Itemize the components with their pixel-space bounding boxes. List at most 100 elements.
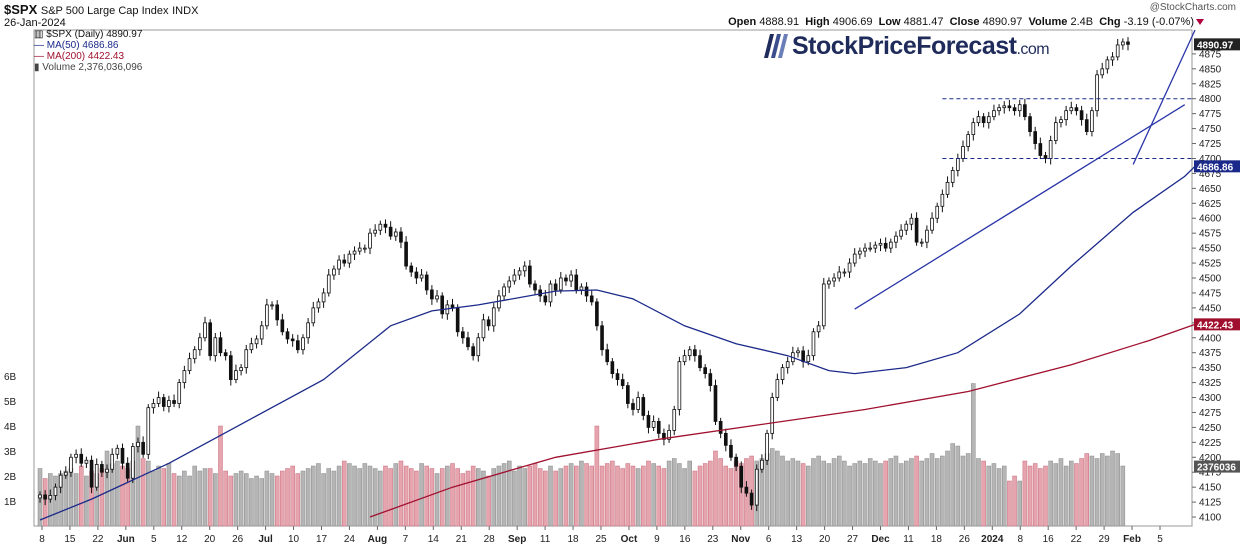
volume-bar	[166, 463, 172, 527]
volume-bar	[1115, 453, 1120, 527]
ma200-price-tag: 4422.43	[1197, 320, 1234, 331]
volume-bar	[981, 460, 986, 527]
volume-bar	[898, 463, 904, 527]
y-tick-label: 4125	[1199, 498, 1222, 509]
candle-body	[718, 421, 723, 434]
candle-body	[455, 307, 460, 333]
candle-body	[373, 229, 377, 234]
legend-ma50: — MA(50) 4686.86	[34, 40, 119, 51]
volume-bar	[378, 470, 383, 527]
volume-bar	[161, 468, 167, 527]
y-tick-label: 4375	[1199, 348, 1222, 359]
candle-body	[326, 274, 331, 294]
candle-body	[770, 397, 775, 434]
candle-body	[1110, 56, 1115, 61]
volume-bar	[543, 470, 548, 527]
candle-body	[383, 223, 388, 228]
candle-body	[115, 447, 120, 455]
volume-bar	[821, 460, 827, 527]
close-label: Close	[949, 16, 980, 28]
volume-bar	[635, 468, 641, 527]
copyright: @StockCharts.com	[1149, 2, 1236, 13]
candle-body	[48, 495, 53, 500]
volume-bar	[522, 468, 527, 527]
volume-bar	[996, 468, 1002, 527]
y-tick-label: 4625	[1199, 199, 1222, 210]
candle-body	[827, 280, 831, 285]
candle-body	[321, 292, 326, 303]
x-tick-label: 22	[1071, 534, 1083, 545]
x-tick-label: Sep	[508, 534, 526, 545]
candle-body	[631, 403, 635, 410]
candle-body	[125, 462, 130, 479]
volume-bar	[965, 453, 971, 527]
candle-body	[1079, 110, 1084, 121]
candle-body	[38, 494, 42, 499]
volume-bar	[1084, 453, 1090, 527]
x-tick-label: 9	[654, 534, 660, 545]
candle-body	[414, 271, 419, 279]
volume-bar	[718, 458, 723, 527]
volume-bar	[548, 465, 553, 527]
volume-bar	[243, 473, 249, 527]
x-tick-label: Oct	[621, 534, 638, 545]
x-tick-label: 21	[456, 534, 468, 545]
candle-body	[167, 400, 171, 407]
volume-bar	[223, 470, 228, 527]
volume-bar	[476, 468, 481, 527]
trendline-lower	[854, 104, 1186, 310]
volume-bar	[264, 470, 270, 527]
volume-bar	[615, 465, 620, 527]
candle-body	[873, 244, 878, 249]
y-tick-label: 4550	[1199, 244, 1222, 255]
candle-body	[316, 301, 321, 309]
candle-body	[347, 253, 352, 264]
x-tick-label: 27	[847, 534, 859, 545]
volume-bar	[414, 470, 419, 527]
volume-bar	[259, 478, 264, 527]
volume-bar	[383, 465, 388, 527]
volume-bar	[558, 468, 564, 527]
candle-body	[729, 444, 733, 458]
y-tick-label: 4100	[1199, 513, 1222, 524]
volume-bar	[496, 465, 502, 527]
candle-body	[785, 361, 790, 369]
candle-body	[1100, 68, 1105, 76]
volume-bar	[336, 465, 342, 527]
y-tick-label: 4875	[1199, 49, 1222, 60]
x-tick-label: 22	[92, 534, 104, 545]
candle-body	[698, 355, 702, 369]
volume-bar	[1079, 458, 1084, 527]
candle-body	[1090, 110, 1094, 132]
candle-body	[760, 459, 764, 470]
y-tick-label: 4600	[1199, 214, 1222, 225]
candle-body	[368, 232, 372, 249]
trendline-upper	[1132, 29, 1196, 165]
candle-body	[244, 349, 249, 369]
candle-body	[136, 441, 140, 447]
candle-body	[239, 367, 243, 372]
legend-volume: ▮ Volume 2,376,036,096	[34, 62, 143, 73]
candle-body	[605, 349, 610, 363]
candle-body	[311, 307, 316, 324]
chg-value: -3.19 (-0.07%)	[1123, 16, 1194, 28]
candle-body	[925, 229, 929, 243]
candle-body	[342, 259, 347, 264]
x-tick-label: 16	[679, 534, 691, 545]
volume-bar	[811, 458, 816, 527]
candle-body	[548, 283, 553, 303]
candle-body	[1115, 44, 1120, 58]
volume-bar	[1012, 475, 1017, 527]
volume-bar	[842, 460, 847, 527]
candle-body	[914, 217, 919, 243]
candle-body	[558, 277, 563, 291]
candle-body	[1059, 119, 1063, 124]
volume-bar	[73, 473, 79, 527]
volume-bar	[202, 468, 208, 527]
volume-bar	[182, 470, 187, 527]
volume-bar	[367, 465, 373, 527]
candle-body	[595, 301, 599, 327]
volume-bar	[1043, 465, 1048, 527]
candle-body	[1053, 122, 1058, 141]
